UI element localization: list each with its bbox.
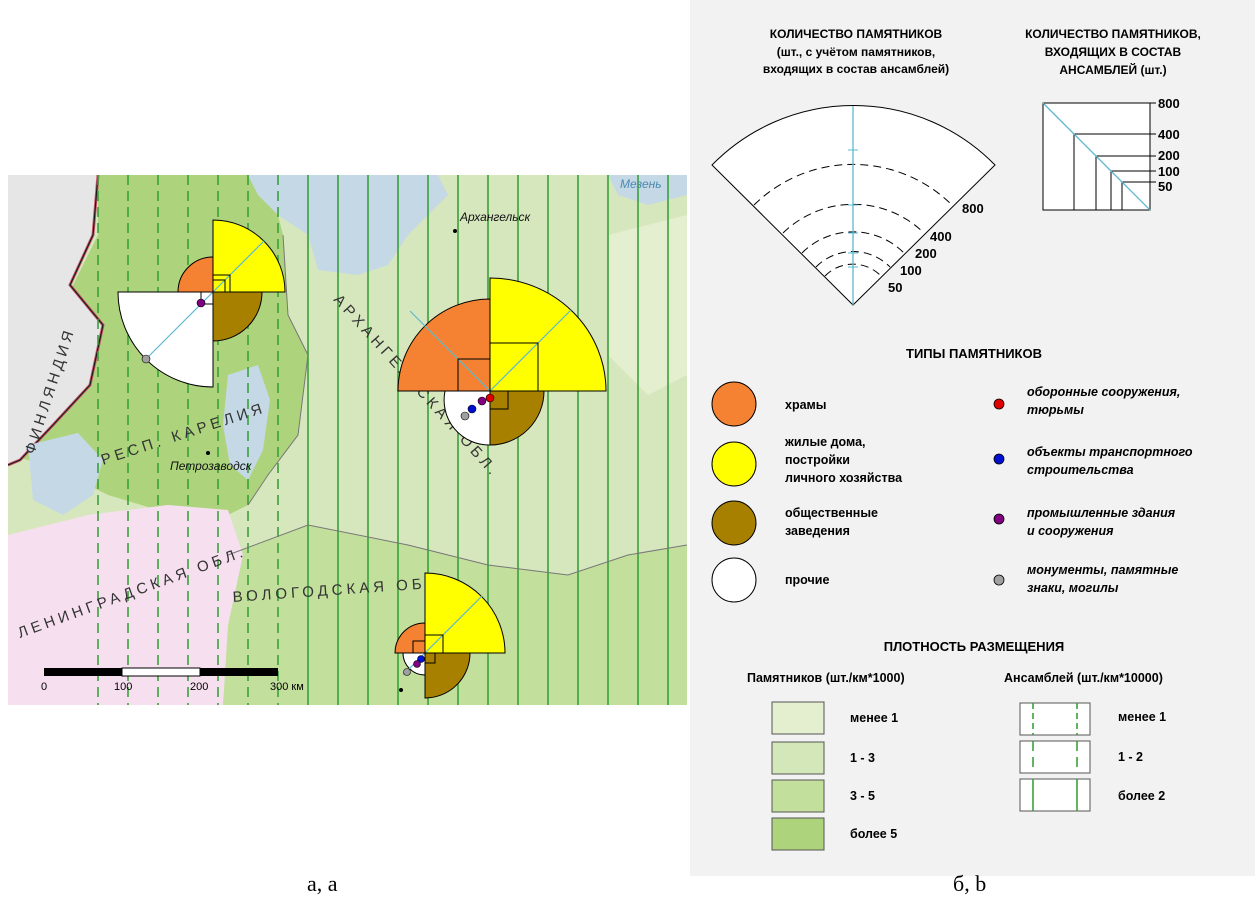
type-houses-label-3: личного хозяйства — [785, 471, 903, 485]
ensemble-class-3: более 2 — [1019, 778, 1165, 812]
type-public-label-1: общественные — [785, 506, 878, 520]
monument-symbol-arkhangelsk — [397, 277, 607, 446]
vologda-border — [227, 524, 687, 576]
type-temples: храмы — [711, 381, 826, 427]
type-temples-label: храмы — [785, 398, 826, 412]
ensemble-scale-50: 50 — [1158, 179, 1172, 194]
type-other: прочие — [711, 557, 829, 603]
type-monuments-label-1: монументы, памятные — [1027, 563, 1178, 577]
ensemble-class-1-label: менее 1 — [1118, 710, 1166, 724]
monument-class-1: менее 1 — [771, 701, 898, 735]
city-arkhangelsk: Архангельск — [459, 210, 532, 224]
types-title: ТИПЫ ПАМЯТНИКОВ — [906, 346, 1042, 361]
type-industrial: промышленные здания и сооружения — [993, 506, 1176, 538]
monument-class-2-label: 1 - 3 — [850, 751, 875, 765]
monument-class-3-label: 3 - 5 — [850, 789, 875, 803]
caption-b: б, b — [953, 871, 987, 896]
lake-onega — [223, 365, 270, 480]
monument-symbol-vologda — [394, 572, 506, 699]
ensemble-class-2: 1 - 2 — [1019, 740, 1143, 774]
scale-tick-200: 200 — [190, 681, 208, 693]
scale-tick-300: 300 км — [270, 681, 304, 693]
ensemble-scale-800: 800 — [1158, 96, 1180, 111]
ensemble-class-2-label: 1 - 2 — [1118, 750, 1143, 764]
count-scale-800: 800 — [962, 201, 984, 216]
type-transport-label-1: объекты транспортного — [1027, 445, 1193, 459]
count-scale-50: 50 — [888, 280, 902, 295]
count-title-line-2: (шт., с учётом памятников, — [777, 45, 935, 59]
type-houses-label-1: жилые дома, — [784, 435, 866, 449]
ensemble-square-scale — [1042, 102, 1156, 211]
type-defensive-label-2: тюрьмы — [1027, 403, 1084, 417]
ensemble-title-line-2: ВХОДЯЩИХ В СОСТАВ — [1045, 45, 1182, 59]
count-title-line-1: КОЛИЧЕСТВО ПАМЯТНИКОВ — [770, 27, 943, 41]
type-industrial-label-2: и сооружения — [1027, 524, 1114, 538]
type-transport: объекты транспортного строительства — [993, 445, 1193, 477]
type-defensive: оборонные сооружения, тюрьмы — [993, 385, 1180, 417]
ensemble-density-lines — [97, 175, 669, 705]
monument-class-1-label: менее 1 — [850, 711, 898, 725]
density-title: ПЛОТНОСТЬ РАЗМЕЩЕНИЯ — [884, 639, 1065, 654]
legend-panel: КОЛИЧЕСТВО ПАМЯТНИКОВ (шт., с учётом пам… — [690, 0, 1255, 876]
type-monuments-label-2: знаки, могилы — [1027, 581, 1119, 595]
scale-tick-0: 0 — [41, 681, 47, 693]
monument-class-2: 1 - 3 — [771, 741, 875, 775]
type-other-label: прочие — [785, 573, 829, 587]
ensemble-class-1: менее 1 — [1019, 702, 1166, 736]
ensemble-scale-200: 200 — [1158, 148, 1180, 163]
type-monuments: монументы, памятные знаки, могилы — [993, 563, 1178, 595]
monuments-density-title: Памятников (шт./км*1000) — [747, 671, 905, 685]
monument-class-4-label: более 5 — [850, 827, 897, 841]
leningrad-area — [8, 505, 243, 705]
finland-border-inner — [8, 175, 104, 466]
type-industrial-label-1: промышленные здания — [1027, 506, 1176, 520]
type-houses-label-2: постройки — [785, 453, 850, 467]
monument-class-3: 3 - 5 — [771, 779, 875, 813]
city-petrozavodsk: Петрозаводск — [170, 459, 253, 473]
type-houses: жилые дома, постройки личного хозяйства — [711, 435, 903, 487]
count-title-line-3: входящих в состав ансамблей) — [763, 62, 949, 76]
scale-bar: 0 100 200 300 км — [41, 667, 304, 693]
ensembles-density-title: Ансамблей (шт./км*10000) — [1004, 671, 1163, 685]
ensemble-scale-100: 100 — [1158, 164, 1180, 179]
ensemble-class-3-label: более 2 — [1118, 789, 1165, 803]
ensemble-title-line-3: АНСАМБЛЕЙ (шт.) — [1059, 62, 1166, 77]
count-scale-200: 200 — [915, 246, 937, 261]
lake-ladoga — [28, 433, 103, 515]
monument-class-4: более 5 — [771, 817, 897, 851]
type-public-label-2: заведения — [785, 524, 850, 538]
count-scale-100: 100 — [900, 263, 922, 278]
river-mezen: Мезень — [620, 177, 662, 191]
ensemble-scale-400: 400 — [1158, 127, 1180, 142]
type-public: общественные заведения — [711, 500, 878, 546]
count-scale-400: 400 — [930, 229, 952, 244]
type-transport-label-2: строительства — [1027, 463, 1134, 477]
scale-tick-100: 100 — [114, 681, 132, 693]
caption-a: а, a — [307, 871, 338, 896]
map-svg: ФИНЛЯНДИЯ РЕСП. КАРЕЛИЯ АРХАНГЕЛЬСКАЯ ОБ… — [8, 175, 687, 705]
map-panel: ФИНЛЯНДИЯ РЕСП. КАРЕЛИЯ АРХАНГЕЛЬСКАЯ ОБ… — [8, 175, 687, 705]
legend-svg: КОЛИЧЕСТВО ПАМЯТНИКОВ (шт., с учётом пам… — [711, 27, 1201, 851]
type-defensive-label-1: оборонные сооружения, — [1027, 385, 1180, 399]
count-fan-scale — [711, 105, 996, 306]
ensemble-title-line-1: КОЛИЧЕСТВО ПАМЯТНИКОВ, — [1025, 27, 1201, 41]
finland-area — [8, 175, 103, 465]
monument-symbol-karelia — [117, 219, 286, 388]
karelia-border — [247, 234, 309, 506]
